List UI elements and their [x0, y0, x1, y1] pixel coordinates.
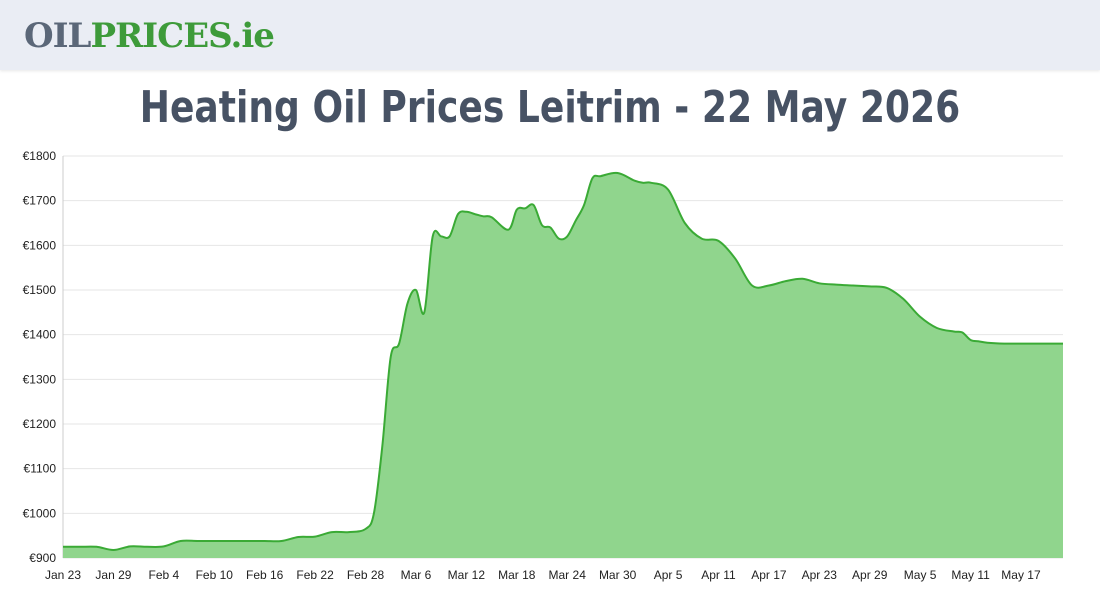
y-tick-label: €1600	[23, 238, 57, 252]
x-tick-label: Apr 17	[751, 568, 787, 582]
x-tick-label: Mar 12	[448, 568, 486, 582]
site-header: OILPRICES.ie	[0, 0, 1100, 70]
x-tick-label: Apr 5	[654, 568, 683, 582]
y-tick-label: €1000	[23, 506, 57, 520]
x-tick-label: Feb 4	[148, 568, 179, 582]
x-tick-label: Mar 24	[549, 568, 587, 582]
x-tick-label: Apr 11	[701, 568, 736, 582]
x-tick-label: Feb 22	[296, 568, 334, 582]
y-tick-label: €1800	[23, 149, 57, 163]
page-title: Heating Oil Prices Leitrim - 22 May 2026	[139, 82, 961, 133]
y-tick-label: €1500	[23, 283, 57, 297]
x-tick-label: Apr 29	[852, 568, 888, 582]
x-tick-label: Mar 18	[498, 568, 536, 582]
price-line	[63, 171, 1063, 552]
x-tick-label: Mar 30	[599, 568, 637, 582]
x-tick-label: Jan 29	[95, 568, 131, 582]
x-tick-label: Jan 23	[45, 568, 81, 582]
y-tick-label: €1700	[23, 194, 57, 208]
x-tick-label: May 5	[904, 568, 937, 582]
price-chart: €900 €1000 €1100 €1200 €1300 €1400 €1500 €1600 €…	[23, 149, 1063, 582]
x-tick-label: Feb 28	[347, 568, 385, 582]
y-tick-label: €900	[29, 551, 56, 565]
x-tick-label: May 17	[1001, 568, 1041, 582]
price-area	[63, 172, 1063, 558]
x-tick-label: Mar 6	[401, 568, 432, 582]
x-tick-label: Apr 23	[802, 568, 838, 582]
x-tick-label: May 11	[951, 568, 990, 582]
y-tick-label: €1100	[24, 462, 57, 476]
x-tick-label: Feb 10	[196, 568, 234, 582]
site-logo[interactable]: OILPRICES.ie	[24, 16, 275, 56]
y-tick-label: €1200	[23, 417, 57, 431]
y-tick-label: €1300	[23, 372, 57, 386]
x-tick-label: Feb 16	[246, 568, 284, 582]
y-tick-label: €1400	[23, 328, 57, 342]
